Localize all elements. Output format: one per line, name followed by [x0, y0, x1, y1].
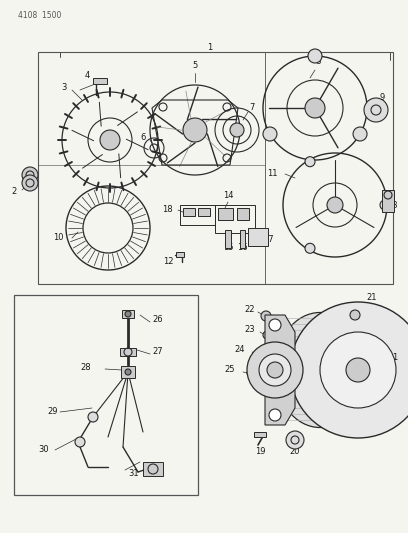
Text: 21: 21: [367, 294, 377, 303]
Circle shape: [247, 370, 253, 376]
Circle shape: [380, 200, 390, 210]
Text: 8: 8: [315, 58, 321, 67]
Circle shape: [247, 342, 303, 398]
Circle shape: [305, 157, 315, 167]
Circle shape: [305, 243, 315, 253]
Bar: [382, 190, 394, 212]
Circle shape: [350, 310, 360, 320]
Circle shape: [22, 175, 38, 191]
Circle shape: [263, 127, 277, 141]
Bar: [180, 205, 215, 225]
Bar: [176, 252, 184, 257]
Circle shape: [88, 412, 98, 422]
Circle shape: [100, 130, 120, 150]
Circle shape: [269, 409, 281, 421]
Bar: [248, 228, 268, 246]
Circle shape: [267, 362, 283, 378]
Circle shape: [183, 118, 207, 142]
Bar: [38, 52, 393, 284]
Text: 12: 12: [163, 257, 173, 266]
Text: 14: 14: [223, 190, 233, 199]
Circle shape: [125, 369, 131, 375]
Circle shape: [346, 358, 370, 382]
Bar: [240, 230, 245, 248]
Text: 26: 26: [152, 316, 163, 325]
Bar: [143, 462, 163, 476]
Text: 15: 15: [223, 244, 233, 253]
Bar: [218, 208, 233, 220]
Text: 9: 9: [379, 93, 385, 102]
Circle shape: [75, 437, 85, 447]
Text: 18: 18: [162, 206, 172, 214]
Text: 30: 30: [38, 446, 49, 455]
Text: 27: 27: [152, 348, 163, 357]
Text: 10: 10: [53, 233, 63, 243]
Circle shape: [290, 302, 408, 438]
Text: 19: 19: [255, 448, 265, 456]
Text: 6: 6: [140, 133, 146, 142]
Text: 7: 7: [249, 103, 255, 112]
Circle shape: [286, 431, 304, 449]
Ellipse shape: [275, 312, 365, 427]
Circle shape: [125, 311, 131, 317]
Circle shape: [269, 319, 281, 331]
Text: 1: 1: [207, 43, 213, 52]
Bar: [120, 348, 136, 356]
Text: 17: 17: [263, 236, 273, 245]
Text: 31: 31: [128, 469, 139, 478]
Circle shape: [256, 350, 264, 358]
Text: 20: 20: [290, 448, 300, 456]
Bar: [237, 208, 249, 220]
Bar: [225, 230, 231, 248]
Bar: [183, 208, 195, 216]
Bar: [122, 310, 134, 318]
Circle shape: [353, 127, 367, 141]
Bar: [14, 295, 198, 495]
Text: 25: 25: [225, 366, 235, 375]
Circle shape: [320, 332, 396, 408]
Circle shape: [22, 167, 38, 183]
Circle shape: [305, 98, 325, 118]
Text: 3: 3: [61, 84, 67, 93]
Text: 13: 13: [387, 200, 397, 209]
Polygon shape: [265, 315, 295, 425]
Text: 28: 28: [80, 362, 91, 372]
Text: 16: 16: [237, 244, 247, 253]
Text: 29: 29: [47, 408, 58, 416]
Bar: [121, 366, 135, 378]
Circle shape: [364, 98, 388, 122]
Text: 11: 11: [267, 168, 277, 177]
Circle shape: [308, 49, 322, 63]
Text: 4108  1500: 4108 1500: [18, 11, 61, 20]
Text: 2: 2: [11, 188, 17, 197]
Text: 22: 22: [245, 305, 255, 314]
Circle shape: [261, 311, 271, 321]
Circle shape: [327, 197, 343, 213]
Bar: [93, 78, 107, 84]
Text: 24: 24: [235, 345, 245, 354]
Circle shape: [259, 354, 291, 386]
Bar: [198, 208, 210, 216]
Text: 4: 4: [84, 70, 90, 79]
Circle shape: [230, 123, 244, 137]
Bar: [254, 432, 266, 437]
Text: 23: 23: [245, 326, 255, 335]
Text: 1: 1: [392, 353, 398, 362]
Bar: [215, 205, 255, 233]
Text: 5: 5: [193, 61, 197, 69]
Circle shape: [263, 331, 271, 339]
